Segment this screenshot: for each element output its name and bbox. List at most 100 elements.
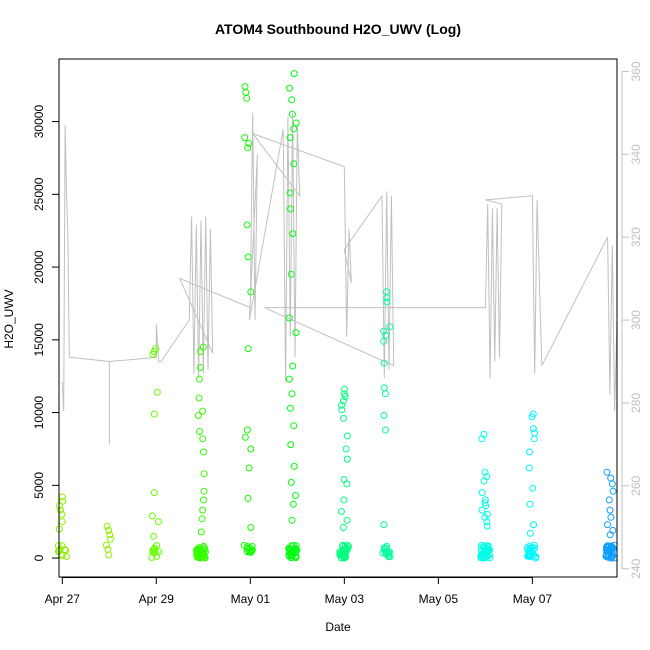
data-point <box>151 548 159 556</box>
data-point <box>107 535 114 543</box>
x-tick-label: May 03 <box>325 592 365 606</box>
data-point <box>382 544 390 552</box>
data-point <box>196 553 204 561</box>
data-point <box>525 464 533 472</box>
data-point <box>604 542 611 550</box>
data-point <box>287 441 295 449</box>
data-point <box>526 500 534 508</box>
data-point <box>292 492 299 499</box>
data-point <box>289 230 297 238</box>
data-point <box>243 426 251 434</box>
data-point <box>340 397 347 405</box>
data-point <box>290 462 298 470</box>
y-axis: 0 5000 10000 15000 20000 25000 30000 <box>32 105 60 561</box>
data-point <box>63 553 70 560</box>
data-point <box>603 468 611 476</box>
data-point <box>386 323 394 331</box>
data-point <box>105 551 113 559</box>
data-point <box>244 543 251 550</box>
data-point <box>243 221 251 229</box>
data-point <box>339 524 347 531</box>
data-point <box>200 470 208 478</box>
data-point <box>244 144 252 152</box>
y2-tick-label: 240 <box>629 558 643 578</box>
data-point <box>288 516 296 524</box>
data-point <box>245 139 253 147</box>
y2-tick-label: 360 <box>629 61 643 81</box>
x-tick-label: May 01 <box>231 592 271 606</box>
data-point <box>245 464 253 472</box>
data-point <box>244 345 252 353</box>
y2-tick-label: 320 <box>629 227 643 247</box>
data-point <box>343 480 351 488</box>
data-point <box>57 506 64 514</box>
data-point <box>245 546 252 553</box>
y2-tick-label: 340 <box>629 144 643 164</box>
data-point <box>481 513 489 521</box>
data-point <box>286 84 293 92</box>
data-point <box>287 205 294 213</box>
data-point <box>530 435 538 443</box>
data-point <box>198 515 206 523</box>
data-point <box>483 522 491 530</box>
data-point <box>288 390 296 398</box>
data-point <box>530 521 537 529</box>
data-point <box>105 526 113 534</box>
y-tick-label: 10000 <box>32 396 46 430</box>
data-point <box>148 512 156 520</box>
data-point <box>340 414 347 422</box>
chart-title: ATOM4 Southbound H2O_UWV (Log) <box>215 21 461 37</box>
data-point <box>341 393 349 401</box>
data-point <box>199 407 207 415</box>
data-point <box>290 125 298 133</box>
data-point <box>150 410 158 418</box>
data-point <box>286 189 294 197</box>
data-point <box>197 364 204 371</box>
data-point <box>342 545 350 553</box>
data-point <box>526 547 534 555</box>
x-axis-label: Date <box>325 620 351 634</box>
x-tick-label: Apr 29 <box>139 592 175 606</box>
data-point <box>526 529 534 537</box>
data-point <box>244 253 252 261</box>
data-point <box>200 553 208 561</box>
data-point <box>102 541 110 549</box>
data-point <box>480 477 488 485</box>
data-point <box>149 350 157 358</box>
data-point <box>380 359 388 367</box>
data-point <box>341 390 348 398</box>
data-point <box>194 412 202 419</box>
x-tick-label: Apr 27 <box>45 592 81 606</box>
y-tick-label: 15000 <box>32 323 46 357</box>
data-point <box>481 468 489 476</box>
data-point <box>103 522 111 530</box>
data-point <box>289 362 297 370</box>
data-point <box>285 375 293 383</box>
data-point <box>243 94 251 102</box>
data-point <box>486 554 494 562</box>
data-point <box>380 412 388 419</box>
data-point <box>56 502 64 510</box>
data-point <box>338 401 345 409</box>
data-point <box>530 541 538 549</box>
data-point <box>199 435 207 443</box>
data-point <box>483 542 491 550</box>
data-point <box>607 513 615 521</box>
data-point <box>241 134 249 142</box>
data-point <box>244 494 252 502</box>
data-point <box>54 542 62 550</box>
data-point <box>106 531 114 539</box>
data-point <box>385 553 393 561</box>
data-point <box>383 298 391 306</box>
y-axis-label: H2O_UWV <box>2 289 16 348</box>
series-points <box>54 70 618 562</box>
data-point <box>200 487 208 495</box>
data-point <box>528 413 536 421</box>
data-point <box>380 337 388 345</box>
data-point <box>153 542 161 550</box>
data-point <box>379 549 387 557</box>
y-tick-label: 20000 <box>32 250 46 284</box>
data-point <box>150 532 157 540</box>
data-point <box>337 508 345 515</box>
data-point <box>197 528 205 536</box>
